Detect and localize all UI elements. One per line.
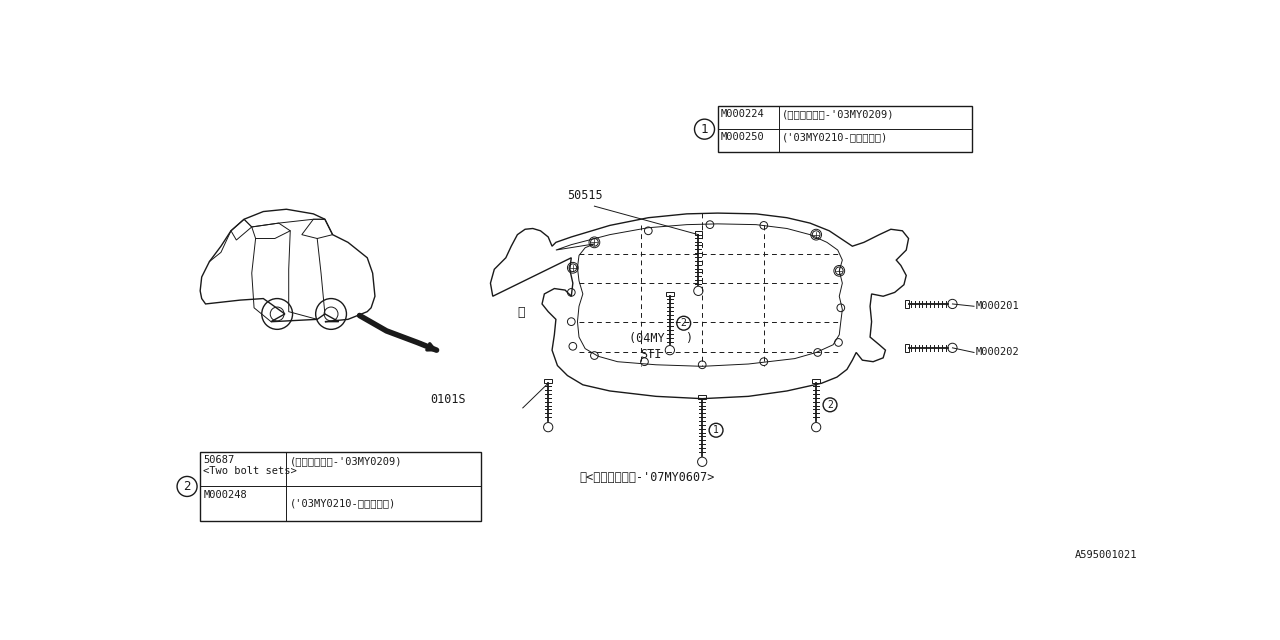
Bar: [905, 344, 909, 352]
Text: 0101S: 0101S: [430, 394, 466, 406]
Text: (　　　　　　-'03MY0209): ( -'03MY0209): [289, 456, 402, 466]
Text: 1: 1: [700, 123, 708, 136]
Bar: [905, 300, 909, 308]
Text: 2: 2: [827, 400, 833, 410]
Text: ※: ※: [517, 306, 525, 319]
Text: M000201: M000201: [975, 301, 1019, 311]
Text: 2: 2: [681, 318, 686, 328]
Bar: [544, 380, 552, 383]
Text: 1: 1: [713, 425, 719, 435]
Text: STI: STI: [640, 348, 662, 361]
Text: 50687: 50687: [204, 455, 234, 465]
Text: M000248: M000248: [204, 490, 247, 500]
Bar: [699, 395, 707, 399]
Bar: [695, 231, 703, 235]
Bar: [200, 452, 481, 521]
Text: M000250: M000250: [721, 132, 764, 142]
Text: ('03MY0210-　　　　　): ('03MY0210- ): [782, 132, 888, 142]
Text: (04MY-  ): (04MY- ): [628, 332, 694, 346]
Bar: [666, 292, 673, 296]
Bar: [813, 380, 820, 383]
Text: ※<　　　　　　-'07MY0607>: ※< -'07MY0607>: [579, 471, 714, 484]
Bar: [718, 106, 972, 152]
Text: 50515: 50515: [567, 189, 603, 202]
Text: M000224: M000224: [721, 109, 764, 119]
Text: 2: 2: [183, 480, 191, 493]
Text: (　　　　　　-'03MY0209): ( -'03MY0209): [782, 109, 895, 119]
Text: ('03MY0210-　　　　　): ('03MY0210- ): [289, 499, 396, 508]
Text: A595001021: A595001021: [1075, 550, 1137, 561]
Text: M000202: M000202: [975, 348, 1019, 358]
Text: <Two bolt sets>: <Two bolt sets>: [204, 466, 297, 476]
